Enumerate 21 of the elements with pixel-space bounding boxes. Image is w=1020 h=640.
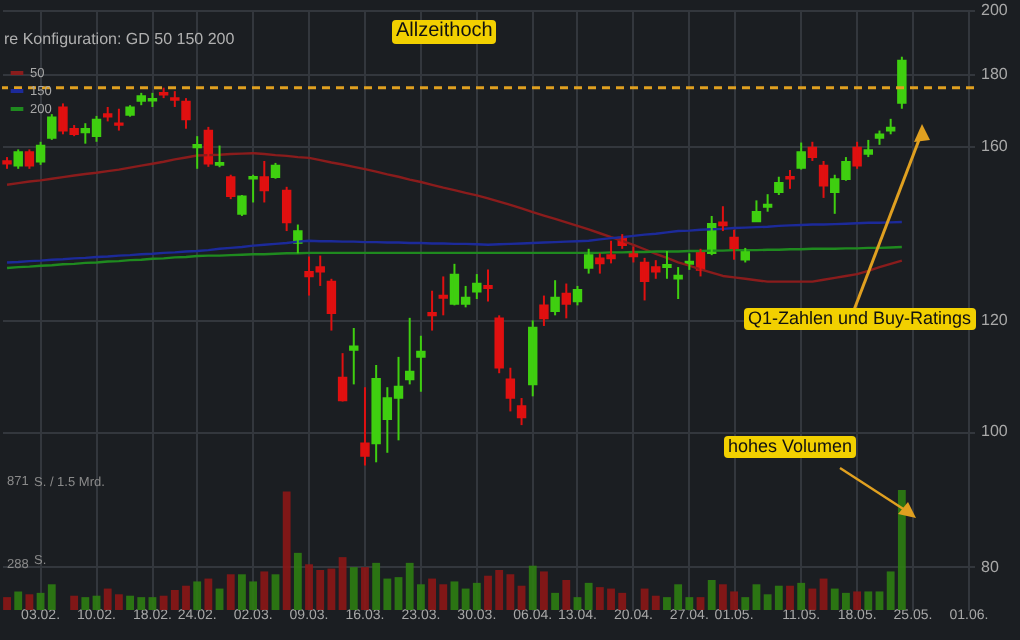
y-tick-label: 200 bbox=[981, 1, 1009, 19]
candlestick bbox=[785, 168, 795, 190]
annotation: re Konfiguration: GD 50 150 200 bbox=[4, 28, 235, 52]
candlestick bbox=[248, 173, 258, 204]
y-tick-label: 80 bbox=[981, 557, 1000, 576]
annotation: hohes Volumen bbox=[724, 436, 857, 458]
annotation: Q1-Zahlen und Buy-Ratings bbox=[744, 308, 976, 330]
candlestick bbox=[673, 266, 683, 300]
line-series bbox=[5, 220, 904, 264]
candlestick bbox=[214, 144, 225, 169]
candlestick bbox=[114, 107, 124, 132]
candlestick bbox=[237, 194, 247, 217]
candlestick bbox=[483, 268, 493, 303]
y-tick-label: 100 bbox=[981, 422, 1009, 441]
ref-line-label: Allzeithoch bbox=[392, 20, 497, 44]
candlestick bbox=[662, 250, 672, 280]
y-tick-label: 120 bbox=[981, 311, 1009, 330]
y-tick-label: 160 bbox=[981, 136, 1009, 155]
candlestick bbox=[170, 90, 180, 108]
y-tick-label: 180 bbox=[981, 65, 1009, 84]
line-series bbox=[5, 152, 904, 283]
